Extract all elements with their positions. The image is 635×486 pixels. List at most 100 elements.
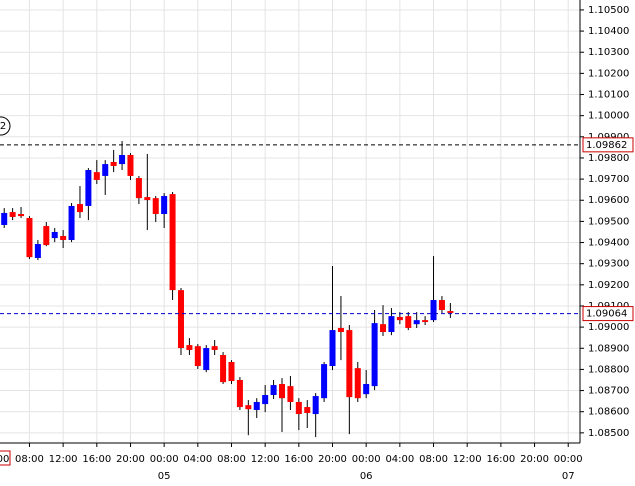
- candle-body: [262, 394, 269, 405]
- candle-body: [211, 346, 218, 350]
- candle-body: [9, 212, 16, 217]
- x-tick-label: 20:00: [520, 454, 549, 465]
- candle-body: [413, 320, 420, 325]
- candle-body: [329, 330, 336, 367]
- y-tick-label: 1.10400: [588, 26, 629, 37]
- y-tick-label: 1.09800: [588, 153, 629, 164]
- day-label: 07: [562, 471, 575, 482]
- candle-body: [161, 196, 168, 214]
- candle-body: [270, 385, 277, 395]
- day-label: 06: [360, 471, 373, 482]
- candle-body: [220, 355, 227, 383]
- candle-body: [430, 300, 437, 321]
- candle-body: [337, 327, 344, 332]
- candle-body: [60, 235, 67, 241]
- candle-body: [68, 205, 75, 241]
- candle-body: [76, 204, 83, 213]
- candle-body: [363, 384, 370, 395]
- annotation-circle: [0, 116, 11, 136]
- y-tick-label: 1.09700: [588, 174, 629, 185]
- cursor-label: 00: [0, 454, 9, 465]
- cursor-box: [0, 450, 11, 466]
- candle-body: [438, 300, 445, 310]
- candle-body: [354, 368, 361, 399]
- candle-body: [102, 164, 109, 176]
- y-tick-label: 1.09600: [588, 195, 629, 206]
- y-tick-label: 1.09400: [588, 238, 629, 249]
- x-tick-label: 08:00: [419, 454, 448, 465]
- candle-body: [447, 311, 454, 313]
- x-tick-label: 16:00: [284, 454, 313, 465]
- candle-body: [119, 154, 126, 165]
- candle-body: [236, 379, 243, 408]
- y-tick-label: 1.10200: [588, 68, 629, 79]
- candle-body: [186, 345, 193, 350]
- candle-body: [127, 154, 134, 176]
- candle-body: [1, 212, 8, 225]
- candle-body: [245, 405, 252, 410]
- candle-body: [371, 323, 378, 387]
- candle-body: [346, 330, 353, 398]
- candle-body: [135, 178, 142, 199]
- annotation: 2: [0, 121, 6, 132]
- candle-body: [51, 231, 58, 239]
- candle-body: [380, 324, 387, 332]
- x-tick-label: 20:00: [116, 454, 145, 465]
- candle-body: [287, 386, 294, 402]
- x-tick-label: 00:00: [554, 454, 583, 465]
- y-tick-label: 1.09000: [588, 322, 629, 333]
- x-tick-label: 12:00: [251, 454, 280, 465]
- candle-body: [279, 384, 286, 399]
- candle-body: [177, 290, 184, 349]
- candle-body: [110, 161, 117, 166]
- x-tick-label: 04:00: [183, 454, 212, 465]
- y-tick-label: 1.08900: [588, 343, 629, 354]
- day-label: 05: [158, 471, 171, 482]
- candle-body: [312, 396, 319, 415]
- y-tick-label: 1.08800: [588, 364, 629, 375]
- x-tick-label: 00:00: [352, 454, 381, 465]
- candle-body: [304, 407, 311, 413]
- x-tick-label: 08:00: [15, 454, 44, 465]
- candle-body: [18, 213, 25, 217]
- candle-body: [144, 197, 151, 201]
- x-tick-label: 12:00: [453, 454, 482, 465]
- candle-body: [194, 346, 201, 367]
- y-tick-label: 1.10500: [588, 5, 629, 16]
- candle-body: [152, 198, 159, 214]
- candle-body: [405, 316, 412, 328]
- candle-body: [321, 364, 328, 399]
- x-tick-label: 16:00: [486, 454, 515, 465]
- level-box: [582, 137, 634, 153]
- x-tick-label: 20:00: [318, 454, 347, 465]
- candle-body: [422, 320, 429, 323]
- x-tick-label: 00:00: [150, 454, 179, 465]
- y-tick-label: 1.08600: [588, 407, 629, 418]
- candle-body: [85, 170, 92, 206]
- y-tick-label: 1.09900: [588, 132, 629, 143]
- candle-body: [26, 218, 33, 258]
- y-tick-label: 1.09200: [588, 280, 629, 291]
- y-tick-label: 1.08500: [588, 428, 629, 439]
- level-box: [582, 306, 634, 322]
- y-tick-label: 1.09300: [588, 259, 629, 270]
- y-tick-label: 1.08700: [588, 386, 629, 397]
- candle-body: [43, 226, 50, 246]
- y-tick-label: 1.09500: [588, 216, 629, 227]
- candle-body: [34, 244, 41, 258]
- candle-body: [93, 172, 100, 180]
- candle-body: [396, 316, 403, 321]
- y-tick-label: 1.10300: [588, 47, 629, 58]
- x-tick-label: 12:00: [49, 454, 78, 465]
- level-label: 1.09862: [586, 140, 627, 151]
- candle-body: [228, 362, 235, 382]
- candle-body: [295, 401, 302, 415]
- candle-body: [169, 194, 176, 291]
- candle-body: [253, 401, 260, 411]
- y-tick-label: 1.10100: [588, 90, 629, 101]
- level-label: 1.09064: [586, 309, 627, 320]
- candle-body: [203, 348, 210, 371]
- y-tick-label: 1.10000: [588, 111, 629, 122]
- candle-body: [388, 316, 395, 332]
